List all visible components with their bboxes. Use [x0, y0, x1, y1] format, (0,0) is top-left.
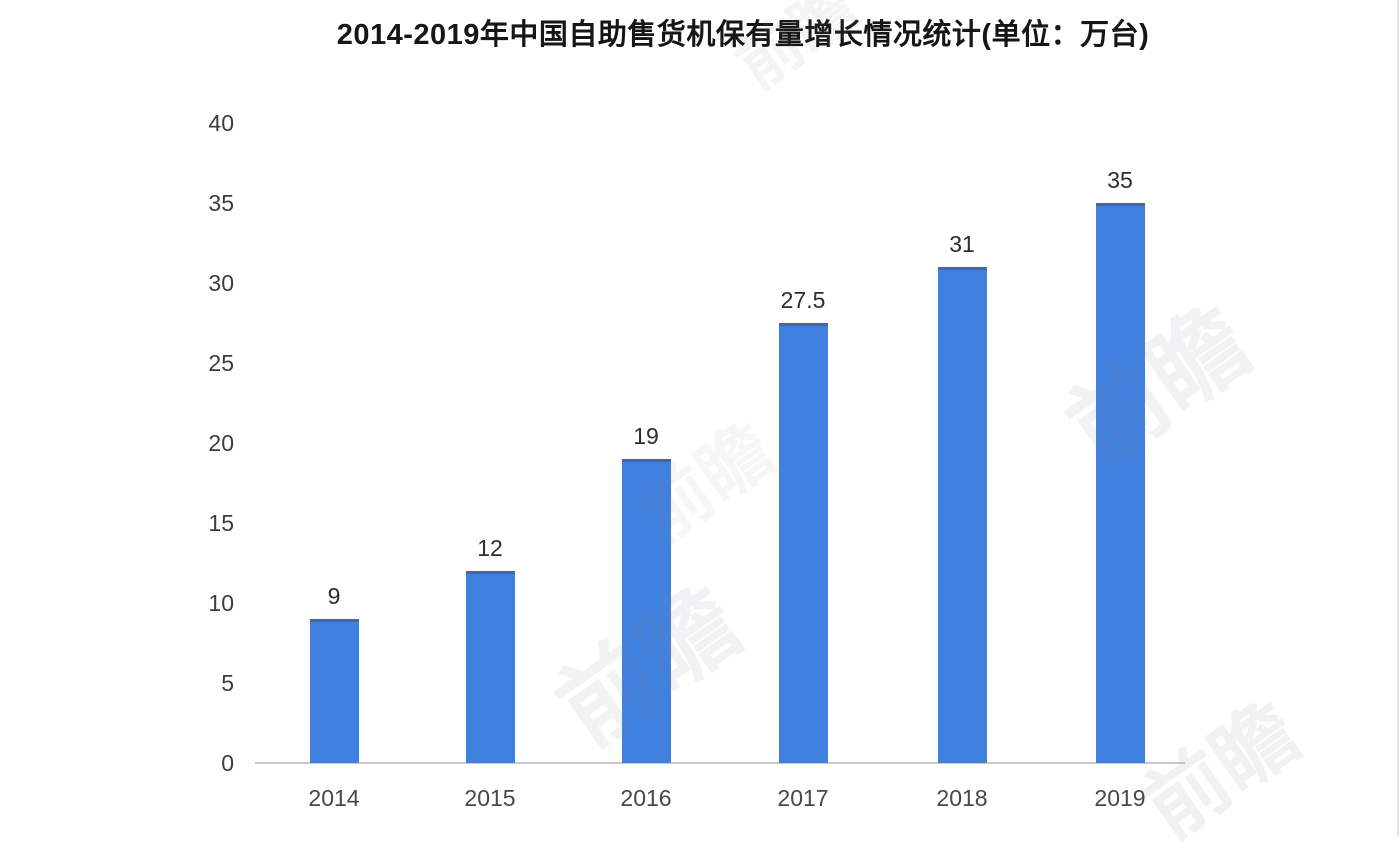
chart-title: 2014-2019年中国自助售货机保有量增长情况统计(单位：万台): [336, 19, 1150, 51]
y-tick-label: 35: [208, 190, 234, 216]
y-tick-label: 0: [221, 750, 234, 776]
x-tick-label: 2016: [620, 785, 672, 811]
plot-area: 0 5 10 15 20 25 30 35 40 9 2014 12 2015 19 2016 27.5 20…: [208, 0, 1399, 855]
y-tick-label: 5: [221, 670, 234, 696]
y-tick-label: 10: [208, 590, 234, 616]
bar-2019: [1095, 203, 1145, 763]
image-edge-line: [1397, 0, 1399, 836]
x-tick-label: 2014: [308, 785, 360, 811]
x-tick-label: 2017: [777, 785, 829, 811]
x-tick-label: 2019: [1094, 785, 1146, 811]
watermark: 前瞻: [1128, 686, 1315, 856]
bar-value-label: 9: [327, 583, 341, 609]
x-axis-line: [255, 762, 1185, 764]
bar-value-label: 12: [477, 535, 503, 561]
y-tick-label: 30: [208, 270, 234, 296]
watermark: 前瞻: [1049, 287, 1269, 486]
y-tick-label: 20: [208, 430, 234, 456]
bar-2015: [465, 571, 515, 763]
bar-value-label: 35: [1107, 167, 1133, 193]
bar-value-label: 27.5: [780, 287, 826, 313]
y-tick-label: 25: [208, 350, 234, 376]
bar-2017: [778, 323, 828, 763]
bar-2016: [621, 459, 671, 763]
x-tick-label: 2018: [936, 785, 988, 811]
bar-2018: [937, 267, 987, 763]
bar-2014: [309, 619, 359, 763]
y-tick-label: 40: [208, 110, 234, 136]
bar-value-label: 19: [633, 423, 659, 449]
y-tick-label: 15: [208, 510, 234, 536]
x-tick-label: 2015: [464, 785, 516, 811]
bar-value-label: 31: [949, 231, 975, 257]
watermark: 前瞻: [723, 0, 870, 103]
